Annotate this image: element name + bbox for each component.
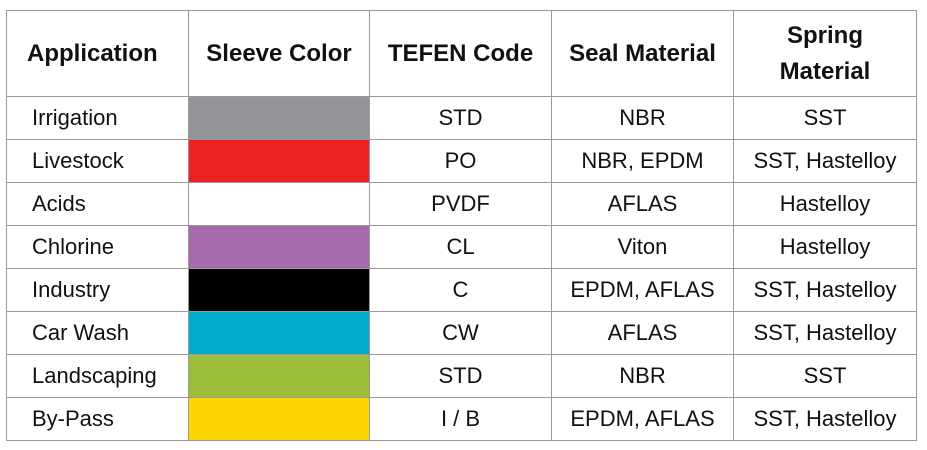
sleeve-color-swatch: [188, 225, 370, 269]
cell: C: [369, 268, 552, 312]
material-table: Application Sleeve Color TEFEN Code Seal Ma…: [6, 10, 917, 441]
table-row: Car Wash CW AFLAS SST, Hastelloy: [6, 311, 917, 355]
application-cell: Livestock: [6, 139, 189, 183]
header-cell: TEFEN Code: [369, 10, 552, 97]
application-cell: Car Wash: [6, 311, 189, 355]
cell: AFLAS: [551, 311, 734, 355]
application-cell: Irrigation: [6, 96, 189, 140]
sleeve-color-swatch: [188, 182, 370, 226]
cell: NBR: [551, 96, 734, 140]
header-cell: Spring Material: [733, 10, 917, 97]
header-text: Seal Material: [569, 39, 716, 67]
table-row: Chlorine CL Viton Hastelloy: [6, 225, 917, 269]
cell: SST, Hastelloy: [733, 397, 917, 441]
cell: SST: [733, 354, 917, 398]
application-cell: Landscaping: [6, 354, 189, 398]
header-cell: Application: [6, 10, 189, 97]
cell: EPDM, AFLAS: [551, 268, 734, 312]
cell: CL: [369, 225, 552, 269]
table-body: Irrigation STD NBR SST Livestock PO NBR, EPDM S…: [6, 96, 917, 441]
header-text: Sleeve Color: [206, 39, 352, 67]
cell: EPDM, AFLAS: [551, 397, 734, 441]
cell: I / B: [369, 397, 552, 441]
cell: NBR, EPDM: [551, 139, 734, 183]
table-row: By-Pass I / B EPDM, AFLAS SST, Hastelloy: [6, 397, 917, 441]
application-cell: Acids: [6, 182, 189, 226]
cell: SST, Hastelloy: [733, 139, 917, 183]
cell: PO: [369, 139, 552, 183]
header-text: Application: [27, 39, 158, 67]
application-cell: Chlorine: [6, 225, 189, 269]
header-cell: Seal Material: [551, 10, 734, 97]
table-row: Landscaping STD NBR SST: [6, 354, 917, 398]
header-row: Application Sleeve Color TEFEN Code Seal Ma…: [6, 10, 917, 97]
application-cell: Industry: [6, 268, 189, 312]
application-cell: By-Pass: [6, 397, 189, 441]
cell: Hastelloy: [733, 182, 917, 226]
cell: STD: [369, 354, 552, 398]
header-cell: Sleeve Color: [188, 10, 370, 97]
cell: AFLAS: [551, 182, 734, 226]
sleeve-color-swatch: [188, 139, 370, 183]
cell: Viton: [551, 225, 734, 269]
header-text: Spring Material: [779, 21, 871, 85]
sleeve-color-swatch: [188, 397, 370, 441]
sleeve-color-swatch: [188, 354, 370, 398]
cell: NBR: [551, 354, 734, 398]
table-row: Industry C EPDM, AFLAS SST, Hastelloy: [6, 268, 917, 312]
sleeve-color-swatch: [188, 311, 370, 355]
cell: CW: [369, 311, 552, 355]
cell: SST, Hastelloy: [733, 311, 917, 355]
sleeve-color-swatch: [188, 268, 370, 312]
cell: STD: [369, 96, 552, 140]
cell: PVDF: [369, 182, 552, 226]
cell: Hastelloy: [733, 225, 917, 269]
table-row: Acids PVDF AFLAS Hastelloy: [6, 182, 917, 226]
cell: SST, Hastelloy: [733, 268, 917, 312]
table-row: Irrigation STD NBR SST: [6, 96, 917, 140]
table-row: Livestock PO NBR, EPDM SST, Hastelloy: [6, 139, 917, 183]
sleeve-color-swatch: [188, 96, 370, 140]
header-text: TEFEN Code: [387, 39, 534, 67]
cell: SST: [733, 96, 917, 140]
